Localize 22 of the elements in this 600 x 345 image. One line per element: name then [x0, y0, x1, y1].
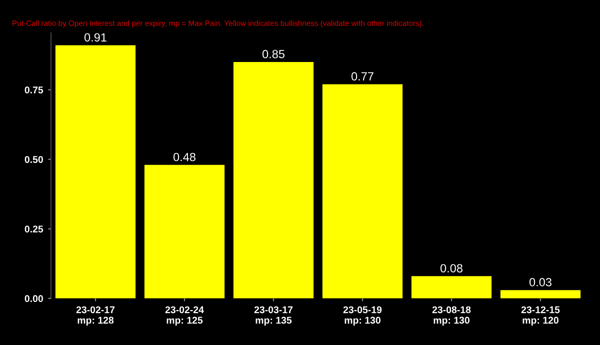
- bar: [411, 276, 492, 298]
- bar: [322, 84, 403, 298]
- x-tick-label: 23-08-18 mp: 130: [432, 306, 471, 326]
- bar: [144, 164, 225, 298]
- y-tick-label: 0.25: [24, 226, 44, 232]
- data-label: 0.48: [173, 152, 196, 162]
- data-label: 0.85: [262, 50, 284, 58]
- x-tick-label: 23-02-24 mp: 125: [165, 306, 204, 326]
- y-tick-label: 0.75: [24, 86, 44, 94]
- bar: [55, 45, 136, 298]
- x-tick-label: 23-02-17 mp: 128: [76, 306, 115, 326]
- x-tick-label: 23-12-15 mp: 120: [521, 306, 560, 326]
- data-label: 0.03: [529, 278, 552, 286]
- x-tick-label: 23-03-17 mp: 135: [254, 306, 293, 326]
- bar: [500, 290, 581, 298]
- y-tick-label: 0.50: [24, 156, 43, 163]
- x-tick-label: 23-05-19 mp: 130: [343, 306, 382, 326]
- bar: [233, 62, 314, 298]
- y-tick-label: 0.00: [24, 295, 43, 302]
- data-label: 0.08: [440, 264, 462, 272]
- data-label: 0.91: [84, 33, 106, 42]
- data-label: 0.77: [351, 72, 374, 81]
